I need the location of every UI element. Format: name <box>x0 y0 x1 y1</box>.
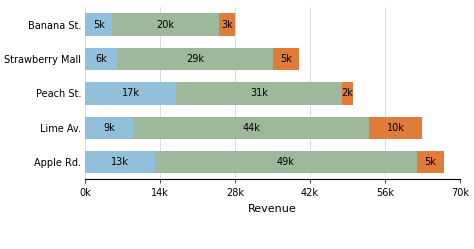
Text: 5k: 5k <box>93 20 105 30</box>
Text: 31k: 31k <box>250 88 268 98</box>
Bar <box>342 82 353 105</box>
Text: 44k: 44k <box>242 123 260 133</box>
Text: 49k: 49k <box>277 157 295 167</box>
X-axis label: Revenue: Revenue <box>248 204 297 214</box>
Text: 10k: 10k <box>387 123 404 133</box>
Text: 29k: 29k <box>186 54 204 64</box>
Text: 13k: 13k <box>111 157 129 167</box>
Bar <box>134 117 369 139</box>
Bar <box>85 48 118 70</box>
Bar <box>176 82 342 105</box>
Bar <box>118 48 273 70</box>
Text: 6k: 6k <box>95 54 107 64</box>
Text: 2k: 2k <box>341 88 354 98</box>
Bar <box>155 151 417 173</box>
Bar <box>369 117 422 139</box>
Bar <box>85 151 155 173</box>
Bar <box>219 13 235 36</box>
Bar <box>112 13 219 36</box>
Text: 5k: 5k <box>280 54 292 64</box>
Bar <box>417 151 444 173</box>
Bar <box>85 82 176 105</box>
Bar <box>85 117 134 139</box>
Text: 17k: 17k <box>122 88 140 98</box>
Text: 3k: 3k <box>221 20 233 30</box>
Bar <box>85 13 112 36</box>
Bar <box>273 48 299 70</box>
Text: 20k: 20k <box>156 20 174 30</box>
Text: 9k: 9k <box>103 123 115 133</box>
Text: 5k: 5k <box>424 157 436 167</box>
